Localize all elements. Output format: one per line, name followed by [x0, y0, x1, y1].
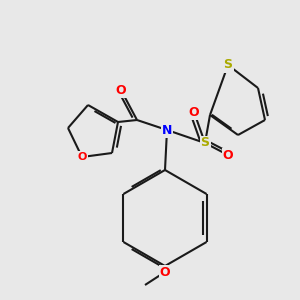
Text: N: N: [162, 124, 172, 136]
Text: S: S: [224, 58, 232, 71]
Text: O: O: [116, 83, 126, 97]
Text: O: O: [77, 152, 87, 162]
Text: O: O: [160, 266, 170, 278]
Text: S: S: [200, 136, 209, 149]
Text: O: O: [223, 148, 233, 161]
Text: O: O: [189, 106, 199, 118]
